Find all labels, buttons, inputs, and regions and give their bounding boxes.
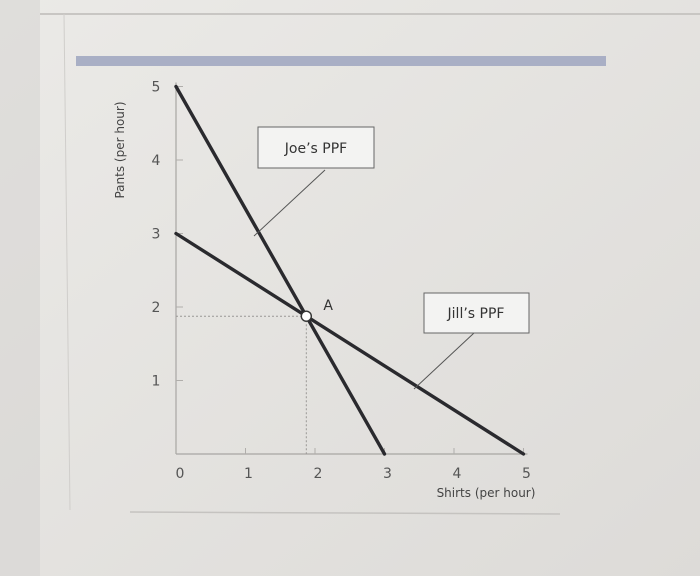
jill-callout-box: [423, 292, 530, 334]
point-a-marker: [300, 310, 313, 322]
series-lines: [174, 84, 526, 456]
y-tick-label: 2: [152, 300, 161, 316]
y-tick-label: 3: [152, 227, 161, 243]
x-tick-label: 5: [522, 466, 531, 482]
x-tick-label: 0: [176, 466, 185, 482]
y-tick-label: 5: [152, 80, 161, 96]
guide-lines: [176, 315, 307, 454]
joe-callout-box: [257, 126, 375, 169]
header-bar: [76, 56, 606, 66]
jill-callout-leader: [413, 332, 475, 390]
point-a-label: A: [323, 298, 333, 314]
jill-callout-label: Jill’s PPF: [447, 306, 505, 322]
x-tick-label: 3: [383, 466, 392, 482]
joe-ppf-line: [174, 84, 387, 456]
page-shadow: [0, 0, 40, 576]
y-tick-label: 1: [152, 374, 161, 390]
y-tick-label: 4: [152, 153, 161, 169]
page-edge-left: [63, 13, 71, 511]
x-axis-title: Shirts (per hour): [437, 486, 536, 500]
jill-ppf-line: [174, 231, 526, 456]
joe-callout-label: Joe’s PPF: [284, 141, 347, 157]
y-axis-title: Pants (per hour): [113, 101, 127, 198]
page-edge-bottom: [129, 511, 561, 515]
joe-callout-leader: [253, 169, 326, 237]
x-tick-label: 1: [244, 466, 253, 482]
annotations: A Joe’s PPF Jill’s PPF: [253, 126, 530, 390]
x-tick-label: 2: [314, 466, 323, 482]
x-tick-label: 4: [453, 466, 462, 482]
tick-labels: 1 2 3 4 5 0 1 2 3 4 5: [152, 80, 531, 483]
